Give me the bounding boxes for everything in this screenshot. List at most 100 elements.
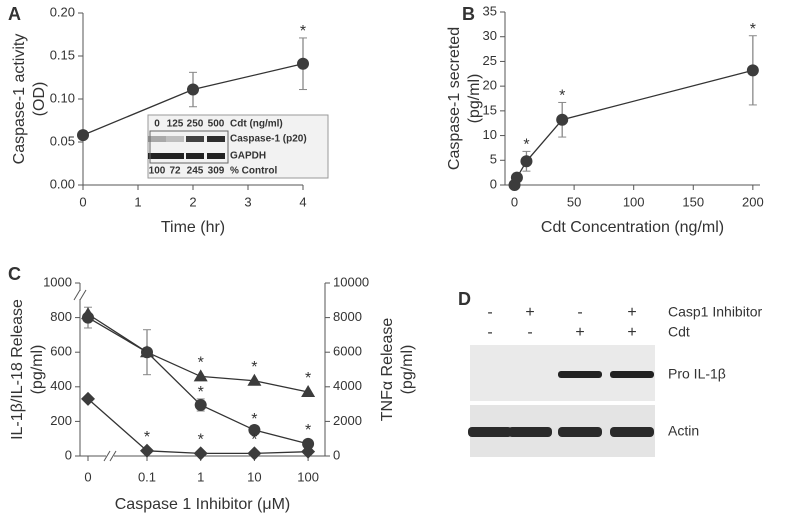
y-tick-label: 0.15	[50, 47, 75, 62]
condition-sign: +	[575, 324, 584, 341]
significance-star: *	[750, 21, 756, 38]
significance-star: *	[559, 88, 565, 105]
x-tick-label: 0.1	[138, 469, 156, 484]
inset-caption: Cdt (ng/ml)	[230, 119, 283, 130]
triangle-marker	[301, 384, 316, 397]
significance-star: *	[251, 411, 257, 428]
x-tick-label: 150	[682, 194, 704, 209]
y-tick-label: 400	[50, 378, 72, 393]
y-tick-label: 10	[483, 127, 497, 142]
inset-lane-label: 0	[154, 119, 160, 130]
y-tick-label: 30	[483, 28, 497, 43]
condition-sign: +	[627, 324, 636, 341]
inset-value-label: 100	[149, 166, 166, 177]
y-tick-label: 200	[50, 413, 72, 428]
y-tick-label: 15	[483, 102, 497, 117]
axis-break	[76, 291, 84, 299]
x-tick-label: 3	[244, 194, 251, 209]
inset-value-label: 245	[187, 166, 204, 177]
triangle-marker	[140, 345, 154, 358]
band	[610, 427, 654, 437]
panel-label: C	[8, 264, 21, 284]
triangle-marker	[81, 307, 95, 320]
inset-band-label: GAPDH	[230, 151, 266, 162]
y-tick-label: 20	[483, 78, 497, 93]
circle-marker	[556, 113, 569, 126]
significance-star: *	[305, 422, 311, 439]
axis-break-mark	[109, 450, 117, 462]
x-tick-label: 1	[134, 194, 141, 209]
x-tick-label: 100	[297, 469, 319, 484]
y-axis-label: Caspase-1 secreted	[446, 27, 463, 170]
condition-sign: -	[487, 304, 492, 321]
y-tick-label: 0.20	[50, 4, 75, 19]
diamond-marker	[301, 444, 316, 459]
significance-star: *	[251, 432, 257, 449]
y2-tick-label: 6000	[333, 344, 362, 359]
inset-band	[207, 153, 225, 159]
y-tick-label: 1000	[43, 274, 72, 289]
y-tick-label: 0.10	[50, 90, 75, 105]
band	[468, 427, 512, 437]
inset-lane-label: 250	[187, 119, 204, 130]
circle-marker	[187, 83, 199, 96]
diamond-marker	[247, 446, 262, 461]
y2-axis-label: TNFα Release	[379, 318, 396, 422]
y-axis-label: (pg/ml)	[29, 345, 46, 395]
circle-marker	[297, 57, 309, 70]
circle-marker	[194, 398, 207, 411]
circle-marker	[77, 129, 89, 142]
band	[558, 371, 602, 378]
inset-blot	[149, 130, 229, 164]
x-tick-label: 100	[623, 194, 645, 209]
x-tick-label: 50	[567, 194, 581, 209]
band	[610, 371, 654, 378]
x-tick-label: 2	[189, 194, 196, 209]
inset-band	[166, 136, 184, 142]
condition-label: Cdt	[668, 324, 690, 340]
inset-band	[166, 153, 184, 159]
diamond-marker	[193, 446, 208, 461]
panel-label: A	[8, 4, 21, 24]
x-tick-label: 0	[84, 469, 91, 484]
circle-marker	[510, 171, 523, 184]
significance-star: *	[198, 432, 204, 449]
axis-break-mark	[103, 450, 111, 462]
inset-band	[186, 153, 204, 159]
x-tick-label: 0	[511, 194, 518, 209]
condition-sign: -	[487, 324, 492, 341]
inset-band	[148, 153, 166, 159]
y-axis-label: (pg/ml)	[466, 74, 483, 124]
y-tick-label: 0.05	[50, 133, 75, 148]
inset-band	[148, 136, 166, 142]
inset-value-label: 309	[208, 166, 225, 177]
circle-marker	[302, 437, 315, 450]
circle-marker	[746, 64, 759, 77]
axis-break-mark	[79, 289, 87, 301]
axis-break	[106, 452, 114, 460]
y-tick-label: 35	[483, 3, 497, 18]
y-axis-label: (OD)	[31, 82, 48, 117]
y-axis-label: Caspase-1 activity	[11, 34, 28, 165]
x-tick-label: 0	[79, 194, 86, 209]
y2-tick-label: 4000	[333, 378, 362, 393]
band-label: Actin	[668, 423, 699, 439]
circle-marker	[520, 155, 533, 168]
panel-label: B	[462, 4, 475, 24]
condition-sign: +	[525, 304, 534, 321]
y-tick-label: 0	[65, 447, 72, 462]
x-tick-label: 10	[247, 469, 261, 484]
y-tick-label: 5	[490, 152, 497, 167]
inset-band-label: Caspase-1 (p20)	[230, 134, 307, 145]
axis-break-mark	[73, 289, 81, 301]
significance-star: *	[198, 355, 204, 372]
diamond-marker	[140, 443, 154, 458]
x-tick-label: 1	[197, 469, 204, 484]
y-tick-label: 0.00	[50, 176, 75, 191]
x-axis-label: Cdt Concentration (ng/ml)	[541, 219, 724, 236]
y2-tick-label: 2000	[333, 413, 362, 428]
condition-label: Casp1 Inhibitor	[668, 304, 763, 320]
y2-tick-label: 8000	[333, 309, 362, 324]
y2-axis-label: (pg/ml)	[399, 345, 416, 395]
